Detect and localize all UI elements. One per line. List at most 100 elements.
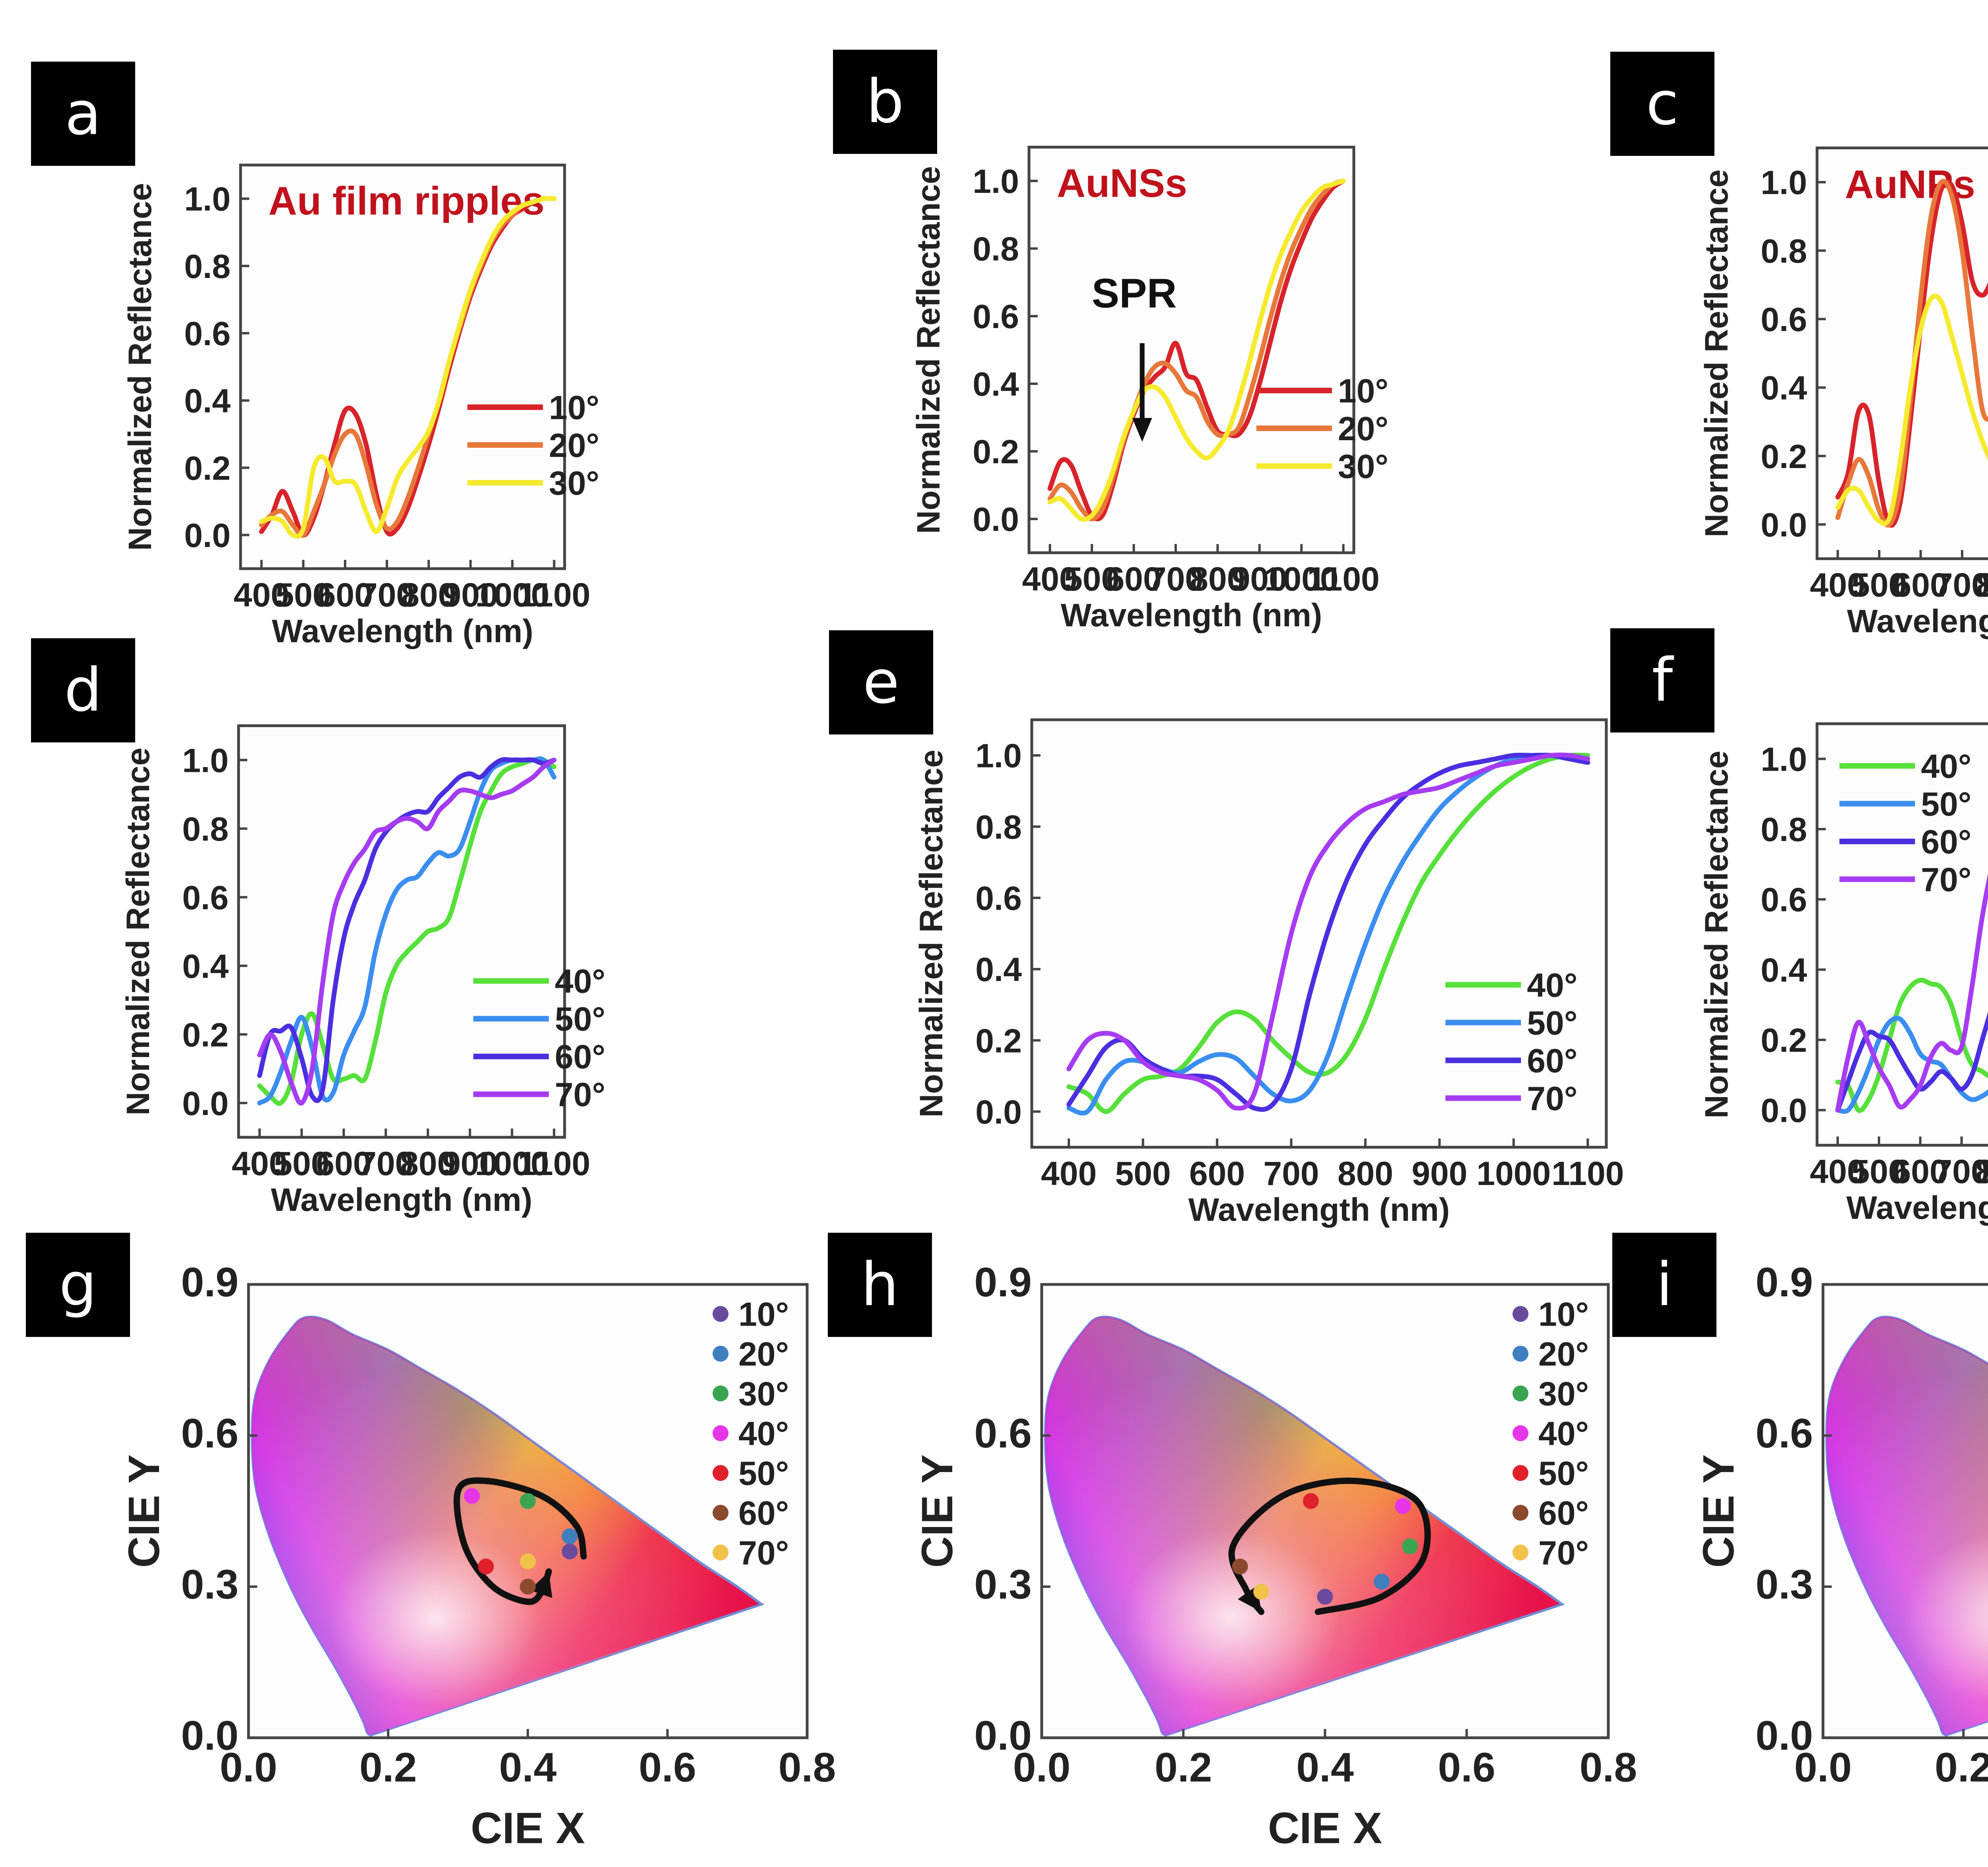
series-line-f-3	[1835, 873, 1988, 1113]
series-line-b-2	[1047, 179, 1346, 522]
y-axis-title-g: CIE Y	[120, 1454, 169, 1568]
x-tick-label-a-3: 700	[359, 576, 415, 614]
y-tick-label-c-2: 0.4	[1761, 369, 1807, 407]
legend-marker-h-0	[1512, 1306, 1529, 1322]
x-tick-label-e-4: 800	[1338, 1155, 1393, 1192]
y-tick-label-g-0: 0.0	[181, 1713, 239, 1759]
x-tick-label-e-0: 400	[1041, 1155, 1097, 1192]
legend-marker-g-5	[712, 1505, 729, 1521]
x-tick-label-e-5: 900	[1411, 1155, 1467, 1192]
y-tick-label-a-2: 0.4	[184, 382, 231, 420]
series-line-b-1	[1047, 179, 1346, 521]
y-tick-label-b-1: 0.2	[973, 433, 1019, 470]
x-tick-label-h-4: 0.8	[1580, 1745, 1637, 1791]
series-line-c-2	[1835, 293, 1988, 526]
y-tick-label-e-2: 0.4	[975, 951, 1022, 988]
x-tick-label-d-4: 800	[400, 1145, 456, 1182]
legend-marker-h-2	[1512, 1385, 1529, 1402]
panel-label-e-text: e	[862, 648, 900, 717]
panel-label-i-text: i	[1656, 1250, 1673, 1319]
legend-label-f-1: 50°	[1921, 785, 1971, 823]
panel-label-b: b	[833, 50, 937, 154]
legend-label-h-3: 40°	[1538, 1415, 1589, 1452]
x-tick-label-a-7: 1100	[518, 576, 590, 614]
x-tick-label-b-5: 900	[1232, 560, 1287, 598]
x-tick-label-b-6: 1000	[1264, 560, 1339, 598]
x-tick-label-i-1: 0.2	[1935, 1745, 1988, 1791]
legend-label-g-5: 60°	[738, 1494, 789, 1532]
x-tick-label-b-2: 600	[1106, 560, 1161, 598]
cie-point-h-4	[1303, 1493, 1319, 1509]
y-tick-label-i-1: 0.3	[1755, 1562, 1813, 1608]
x-tick-label-h-1: 0.2	[1155, 1745, 1212, 1791]
x-tick-label-a-0: 400	[234, 576, 289, 614]
legend-label-a-1: 20°	[549, 427, 600, 464]
legend-marker-h-4	[1512, 1465, 1529, 1481]
legend-label-d-3: 70°	[555, 1076, 605, 1113]
series-line-f-0	[1835, 977, 1988, 1113]
panel-label-h: h	[828, 1233, 932, 1337]
annotation-spr-b: SPR	[1092, 270, 1177, 317]
legend-label-e-2: 60°	[1527, 1042, 1577, 1080]
y-tick-label-d-1: 0.2	[182, 1016, 229, 1053]
x-axis-title-e: Wavelength (nm)	[1188, 1192, 1450, 1228]
inset-title-a: Au film ripples	[268, 179, 545, 223]
x-axis-title-a: Wavelength (nm)	[272, 613, 534, 649]
series-line-e-3	[1066, 752, 1590, 1111]
y-tick-label-f-1: 0.2	[1761, 1022, 1807, 1059]
x-tick-label-f-1: 500	[1851, 1153, 1907, 1190]
y-tick-label-h-1: 0.3	[974, 1562, 1032, 1608]
y-tick-label-b-4: 0.8	[973, 230, 1019, 268]
x-tick-label-e-3: 700	[1264, 1155, 1319, 1192]
legend-marker-g-6	[712, 1545, 729, 1561]
y-axis-title-f: Normalized Reflectance	[1699, 750, 1735, 1118]
legend-marker-g-2	[712, 1385, 729, 1402]
y-tick-label-h-0: 0.0	[974, 1713, 1032, 1759]
y-tick-label-e-0: 0.0	[975, 1093, 1022, 1131]
y-tick-label-e-1: 0.2	[975, 1022, 1022, 1059]
legend-marker-g-4	[712, 1465, 729, 1481]
legend-label-f-3: 70°	[1921, 861, 1971, 898]
plot-frame-d	[237, 724, 566, 1139]
plot-frame-f	[1815, 722, 1988, 1147]
legend-label-e-1: 50°	[1527, 1004, 1577, 1042]
y-tick-label-g-3: 0.9	[181, 1259, 239, 1306]
legend-label-h-2: 30°	[1538, 1375, 1589, 1412]
legend-label-d-0: 40°	[555, 963, 605, 1000]
x-tick-label-f-4: 800	[1975, 1153, 1988, 1190]
x-tick-label-h-3: 0.6	[1438, 1745, 1495, 1791]
x-axis-title-b: Wavelength (nm)	[1061, 597, 1322, 633]
x-tick-label-d-5: 900	[442, 1145, 498, 1182]
y-tick-label-i-0: 0.0	[1755, 1713, 1813, 1759]
legend-label-g-0: 10°	[738, 1296, 789, 1333]
y-tick-label-c-1: 0.2	[1761, 438, 1807, 475]
x-tick-label-f-3: 700	[1934, 1153, 1988, 1190]
series-line-d-1	[257, 756, 557, 1105]
y-tick-label-c-5: 1.0	[1761, 164, 1807, 201]
y-tick-label-f-5: 1.0	[1761, 740, 1807, 778]
x-tick-label-g-1: 0.2	[359, 1745, 417, 1791]
y-tick-label-a-4: 0.8	[184, 248, 231, 285]
y-tick-label-h-3: 0.9	[974, 1259, 1032, 1306]
y-tick-label-d-5: 1.0	[182, 742, 229, 779]
x-tick-label-f-0: 400	[1810, 1153, 1866, 1190]
x-tick-label-d-3: 700	[358, 1145, 414, 1182]
x-tick-label-b-7: 1100	[1307, 560, 1380, 598]
legend-label-h-6: 70°	[1538, 1534, 1589, 1572]
cie-point-h-5	[1232, 1558, 1248, 1575]
y-tick-label-a-0: 0.0	[184, 517, 231, 554]
cie-point-g-0	[561, 1543, 578, 1560]
cie-point-h-3	[1395, 1498, 1411, 1514]
y-tick-label-a-5: 1.0	[184, 181, 231, 218]
legend-label-d-2: 60°	[555, 1038, 605, 1076]
legend-label-g-4: 50°	[738, 1455, 789, 1492]
legend-label-b-1: 20°	[1338, 410, 1388, 447]
series-line-b-0	[1047, 179, 1346, 521]
x-axis-title-g: CIE X	[471, 1804, 585, 1853]
y-axis-title-i: CIE Y	[1694, 1454, 1743, 1568]
